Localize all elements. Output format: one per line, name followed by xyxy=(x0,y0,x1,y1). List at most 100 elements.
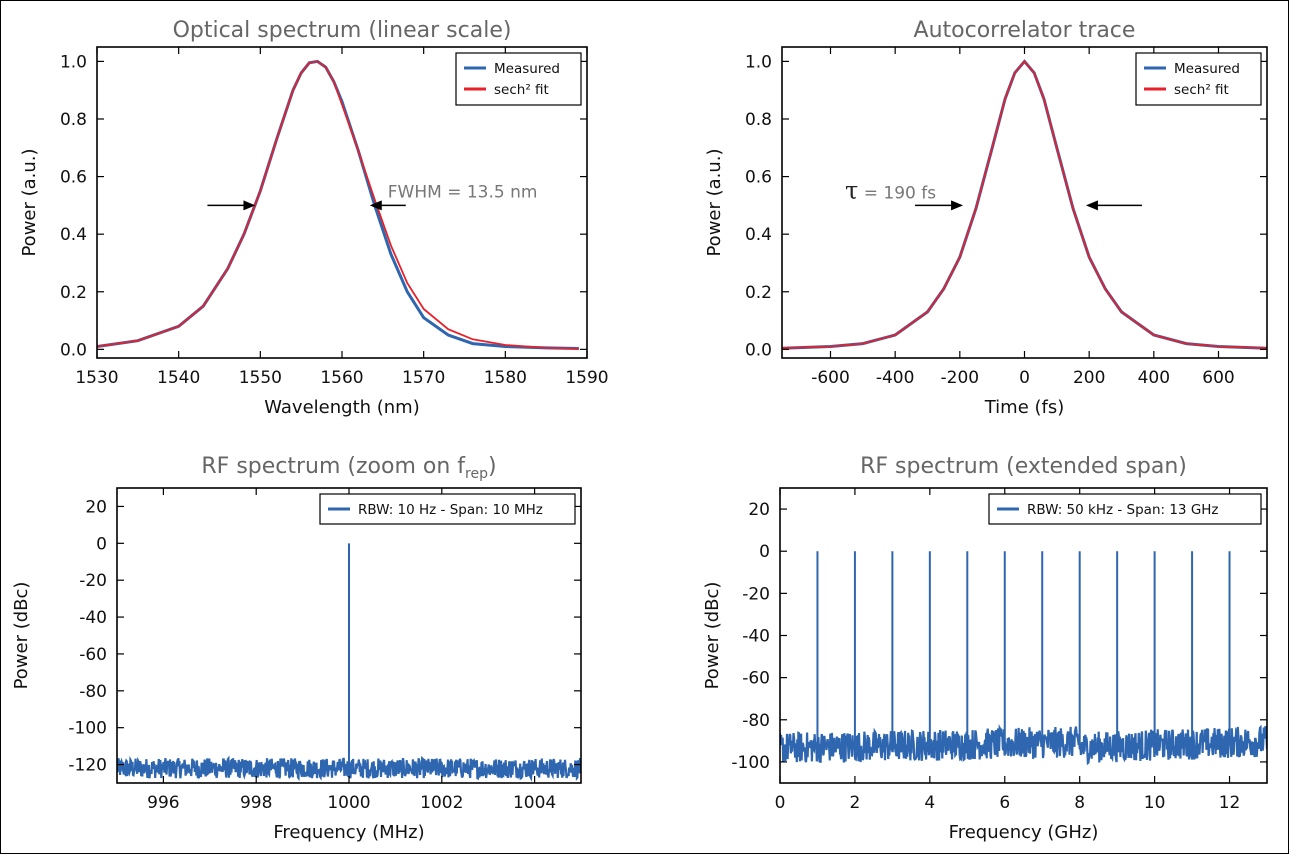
y-tick-label: -40 xyxy=(79,608,107,628)
y-axis-label: Power (a.u.) xyxy=(19,148,40,256)
legend: RBW: 10 Hz - Span: 10 MHz xyxy=(319,493,576,525)
x-tick-label: 1002 xyxy=(420,793,463,813)
legend-box xyxy=(988,493,1262,525)
x-tick-label: -400 xyxy=(876,368,915,388)
x-tick-label: 600 xyxy=(1202,368,1234,388)
x-tick-label: 1560 xyxy=(320,368,363,388)
chart-title: Optical spectrum (linear scale) xyxy=(173,18,512,43)
legend-entry: sech² fit xyxy=(494,82,549,98)
y-tick-label: 0.6 xyxy=(60,168,87,188)
y-tick-label: -20 xyxy=(742,584,770,604)
x-axis-label: Frequency (GHz) xyxy=(949,822,1099,843)
fwhm-arrowhead-left xyxy=(243,200,256,211)
y-tick-label: 0.8 xyxy=(745,110,772,130)
y-tick-label: 0.0 xyxy=(745,340,772,360)
y-tick-label: -100 xyxy=(731,753,770,773)
legend-entry: Measured xyxy=(494,61,560,77)
y-tick-label: -80 xyxy=(79,682,107,702)
y-tick-label: -60 xyxy=(742,669,770,689)
legend-box xyxy=(1135,52,1262,106)
x-tick-label: 6 xyxy=(999,793,1010,813)
fit-series-line xyxy=(97,60,579,350)
y-tick-label: 0.8 xyxy=(60,110,87,130)
x-tick-label: 4 xyxy=(924,793,935,813)
tau-arrowhead-right xyxy=(1085,200,1098,211)
legend: Measured sech² fit xyxy=(455,52,582,106)
x-tick-label: 1004 xyxy=(513,793,556,813)
legend: Measured sech² fit xyxy=(1135,52,1262,106)
y-tick-label: -60 xyxy=(79,645,107,665)
chart-title-end: ) xyxy=(488,454,497,479)
y-tick-label: 0.2 xyxy=(745,283,772,303)
legend: RBW: 50 kHz - Span: 13 GHz xyxy=(988,493,1262,525)
y-tick-label: 1.0 xyxy=(60,52,87,72)
chart-title-subscript: rep xyxy=(465,466,488,482)
y-tick-label: 0.4 xyxy=(745,225,772,245)
y-tick-label: -20 xyxy=(79,571,107,591)
y-tick-label: 0 xyxy=(759,542,770,562)
y-tick-label: 0.4 xyxy=(60,225,87,245)
chart-title: Autocorrelator trace xyxy=(914,18,1136,43)
x-tick-label: 1570 xyxy=(402,368,445,388)
plot-area xyxy=(780,551,1267,766)
legend-entry: Measured xyxy=(1174,61,1240,77)
y-tick-label: 20 xyxy=(85,497,107,517)
y-tick-label: 1.0 xyxy=(745,52,772,72)
legend-box xyxy=(455,52,582,106)
plot-area xyxy=(97,59,579,350)
y-tick-label: -80 xyxy=(742,711,770,731)
chart-panel-1: Optical spectrum (linear scale) 1530 1540 1… xyxy=(19,18,609,418)
x-tick-label: 1000 xyxy=(327,793,370,813)
y-tick-label: -120 xyxy=(68,756,107,776)
x-tick-label: 1590 xyxy=(565,368,608,388)
tau-annotation: τ = 190 fs xyxy=(845,176,936,204)
legend-box xyxy=(319,493,576,525)
chart-title-main: RF spectrum (zoom on f xyxy=(201,454,466,479)
chart-panel-2: Autocorrelator trace -600 -400 -200 0 200 400 6… xyxy=(704,18,1268,418)
x-axis-label: Time (fs) xyxy=(984,397,1065,418)
chart-title: RF spectrum (zoom on frep) xyxy=(201,454,496,482)
x-tick-label: 8 xyxy=(1074,793,1085,813)
x-tick-label: 200 xyxy=(1073,368,1105,388)
y-axis-label: Power (a.u.) xyxy=(704,148,725,256)
tau-arrowhead-left xyxy=(951,200,964,211)
y-axis-label: Power (dBc) xyxy=(702,582,723,690)
y-tick-label: 0.0 xyxy=(60,340,87,360)
chart-title: RF spectrum (extended span) xyxy=(860,454,1187,479)
fwhm-annotation: FWHM = 13.5 nm xyxy=(388,182,538,202)
noise-floor-trace xyxy=(780,723,1267,766)
x-tick-label: 996 xyxy=(147,793,179,813)
x-axis-label: Frequency (MHz) xyxy=(273,822,424,843)
x-tick-label: 998 xyxy=(240,793,272,813)
x-tick-label: 1550 xyxy=(239,368,282,388)
y-tick-label: 0.2 xyxy=(60,283,87,303)
noise-floor-trace xyxy=(117,755,581,782)
y-tick-label: -40 xyxy=(742,627,770,647)
x-tick-label: 12 xyxy=(1219,793,1241,813)
chart-panel-4: RF spectrum (extended span)0 2 4 6 8 10 12200-… xyxy=(702,454,1268,843)
x-tick-label: 400 xyxy=(1138,368,1170,388)
y-tick-label: 0 xyxy=(96,534,107,554)
x-tick-label: 1540 xyxy=(157,368,200,388)
x-tick-label: -600 xyxy=(811,368,850,388)
fit-series-line xyxy=(782,60,1267,350)
tau-symbol: τ xyxy=(845,176,858,204)
y-axis-label: Power (dBc) xyxy=(11,582,32,690)
x-tick-label: 1530 xyxy=(75,368,118,388)
legend-entry: RBW: 50 kHz - Span: 13 GHz xyxy=(1027,502,1219,518)
x-tick-label: 0 xyxy=(775,793,786,813)
y-tick-label: -100 xyxy=(68,719,107,739)
legend-entry: RBW: 10 Hz - Span: 10 MHz xyxy=(358,502,543,518)
tau-value: = 190 fs xyxy=(858,183,936,203)
chart-panel-3: RF spectrum (zoom on frep) 996 998 1000 1002… xyxy=(11,454,582,843)
x-tick-label: 1580 xyxy=(484,368,527,388)
y-tick-label: 0.6 xyxy=(745,168,772,188)
y-tick-label: 20 xyxy=(748,500,770,520)
x-axis-label: Wavelength (nm) xyxy=(264,397,420,418)
plot-area xyxy=(782,59,1267,350)
x-tick-label: 10 xyxy=(1144,793,1166,813)
x-tick-label: -200 xyxy=(941,368,980,388)
fwhm-arrowhead-right xyxy=(369,200,382,211)
